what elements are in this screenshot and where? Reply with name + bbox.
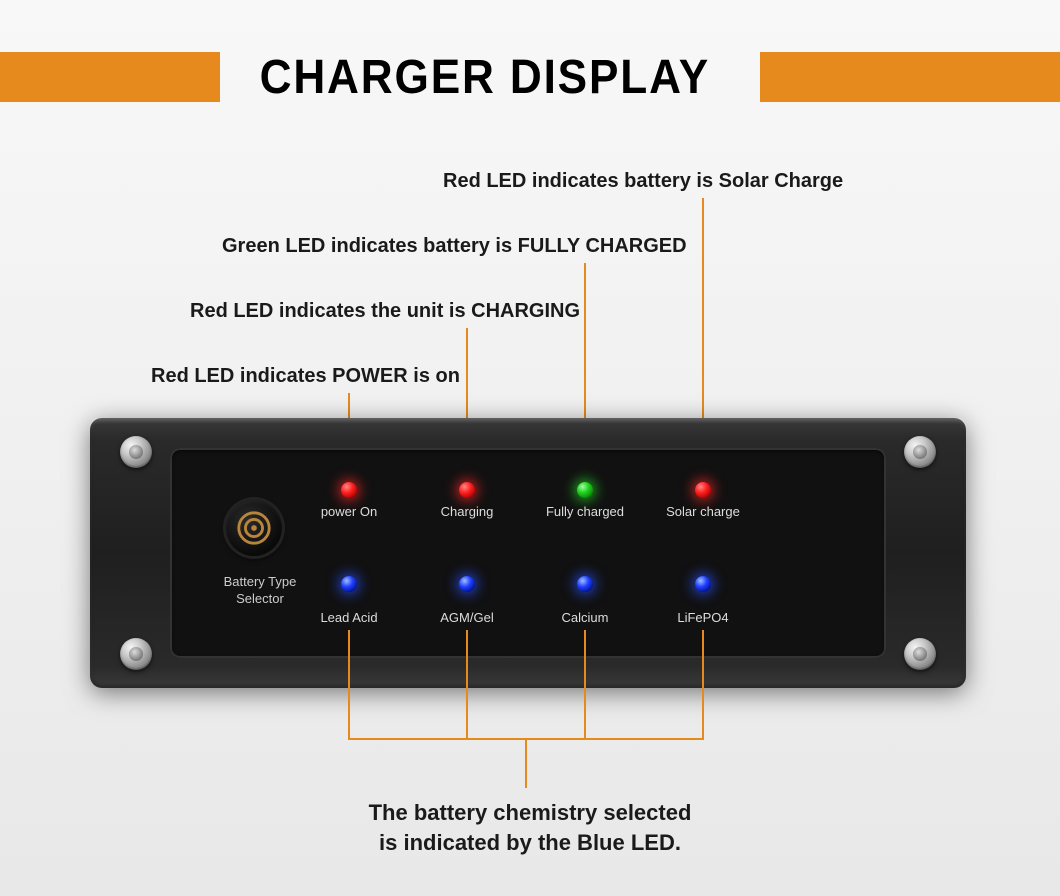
screw-icon <box>904 436 936 468</box>
chemistry-led-label: LiFePO4 <box>677 610 728 625</box>
chemistry-led-label: Lead Acid <box>320 610 377 625</box>
title-bar: CHARGER DISPLAY <box>0 52 1060 102</box>
status-led <box>459 482 475 498</box>
annotation-label: Red LED indicates the unit is CHARGING <box>190 300 580 323</box>
connector-line <box>525 738 527 788</box>
title-stripe-right <box>760 52 1060 102</box>
annotation-label: Green LED indicates battery is FULLY CHA… <box>222 235 687 258</box>
connector-line <box>702 630 704 738</box>
status-led-label: Charging <box>441 504 494 519</box>
chemistry-led <box>695 576 711 592</box>
chemistry-led-label: AGM/Gel <box>440 610 493 625</box>
screw-icon <box>904 638 936 670</box>
connector-line <box>584 630 586 738</box>
selector-label: Battery Type Selector <box>210 574 310 608</box>
bottom-caption: The battery chemistry selectedis indicat… <box>0 798 1060 857</box>
status-led <box>341 482 357 498</box>
device-panel <box>170 448 886 658</box>
screw-icon <box>120 436 152 468</box>
status-led <box>695 482 711 498</box>
chemistry-led <box>577 576 593 592</box>
charger-device: Battery Type Selector power On Charging Fu… <box>90 418 966 688</box>
annotation-label: Red LED indicates battery is Solar Charg… <box>443 170 843 193</box>
connector-line <box>348 630 350 738</box>
status-led <box>577 482 593 498</box>
battery-type-selector-button[interactable] <box>226 500 282 556</box>
screw-icon <box>120 638 152 670</box>
target-icon <box>235 509 273 547</box>
chemistry-led <box>341 576 357 592</box>
title-stripe-left <box>0 52 220 102</box>
status-led-label: Fully charged <box>546 504 624 519</box>
chemistry-led-label: Calcium <box>562 610 609 625</box>
status-led-label: power On <box>321 504 377 519</box>
status-led-label: Solar charge <box>666 504 740 519</box>
chemistry-led <box>459 576 475 592</box>
page-title: CHARGER DISPLAY <box>241 50 728 105</box>
connector-line <box>466 630 468 738</box>
annotation-label: Red LED indicates POWER is on <box>151 365 460 388</box>
